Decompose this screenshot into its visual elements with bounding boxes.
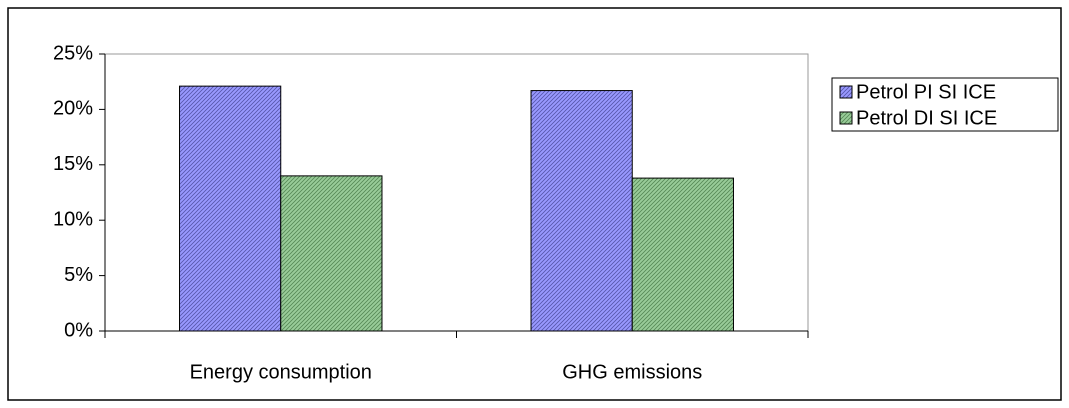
bar bbox=[280, 175, 383, 332]
y-tick-label: 25% bbox=[53, 42, 93, 64]
x-tick-label: Energy consumption bbox=[190, 361, 372, 383]
bar bbox=[179, 85, 282, 332]
legend-swatch bbox=[839, 111, 853, 125]
x-tick-label: GHG emissions bbox=[562, 361, 702, 383]
y-tick-label: 10% bbox=[53, 208, 93, 230]
legend-swatch bbox=[839, 85, 853, 99]
y-tick-label: 0% bbox=[64, 319, 93, 341]
legend-label: Petrol DI SI ICE bbox=[856, 107, 997, 129]
y-tick-label: 20% bbox=[53, 98, 93, 120]
y-tick-label: 15% bbox=[53, 153, 93, 175]
y-tick-label: 5% bbox=[64, 264, 93, 286]
legend-box bbox=[831, 77, 1059, 132]
bar bbox=[631, 177, 734, 332]
legend-label: Petrol PI SI ICE bbox=[856, 81, 996, 103]
bar bbox=[530, 90, 633, 332]
